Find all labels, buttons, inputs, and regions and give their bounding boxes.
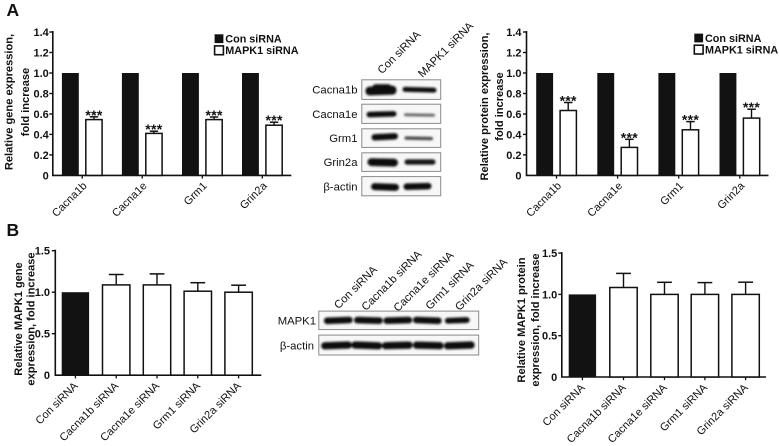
- svg-text:1.0: 1.0: [542, 289, 557, 301]
- svg-text:B: B: [7, 220, 20, 240]
- svg-text:***: ***: [621, 129, 638, 145]
- svg-text:0.4: 0.4: [506, 129, 522, 141]
- svg-text:***: ***: [265, 112, 282, 128]
- svg-text:Cacna1e: Cacna1e: [312, 109, 357, 121]
- svg-text:1.4: 1.4: [34, 27, 50, 39]
- svg-text:1.5: 1.5: [35, 246, 50, 258]
- svg-text:***: ***: [145, 121, 162, 137]
- svg-text:***: ***: [560, 93, 577, 109]
- svg-text:***: ***: [85, 107, 102, 123]
- svg-text:1.0: 1.0: [506, 68, 521, 80]
- svg-text:0.2: 0.2: [506, 150, 521, 162]
- svg-text:β-actin: β-actin: [280, 341, 314, 353]
- svg-text:1.2: 1.2: [506, 47, 521, 59]
- svg-text:Con siRNA: Con siRNA: [705, 33, 762, 45]
- svg-text:0.5: 0.5: [542, 331, 557, 343]
- svg-text:A: A: [7, 0, 20, 20]
- svg-text:1.4: 1.4: [506, 27, 522, 39]
- svg-text:Grin2a: Grin2a: [324, 157, 359, 169]
- svg-text:Relative protein expression,: Relative protein expression,: [479, 33, 491, 181]
- svg-text:***: ***: [743, 99, 760, 115]
- svg-text:β-actin: β-actin: [323, 181, 357, 193]
- svg-text:1.2: 1.2: [34, 47, 49, 59]
- svg-text:Relative gene expression,: Relative gene expression,: [3, 34, 15, 170]
- svg-text:0: 0: [44, 370, 50, 382]
- svg-text:0.6: 0.6: [34, 109, 49, 121]
- svg-text:expression, fold increase: expression, fold increase: [25, 252, 37, 385]
- svg-text:***: ***: [205, 107, 222, 123]
- svg-text:MAPK1: MAPK1: [278, 316, 316, 328]
- svg-text:Relative MAPK1 protein: Relative MAPK1 protein: [516, 257, 528, 382]
- svg-text:Cacna1b: Cacna1b: [312, 85, 357, 97]
- svg-text:1.0: 1.0: [35, 287, 50, 299]
- svg-text:0.6: 0.6: [506, 109, 521, 121]
- svg-text:fold increase: fold increase: [494, 72, 506, 140]
- svg-text:0: 0: [551, 372, 557, 384]
- svg-text:0.8: 0.8: [34, 88, 49, 100]
- svg-text:***: ***: [682, 112, 699, 128]
- svg-text:1.5: 1.5: [542, 248, 557, 260]
- svg-text:0.5: 0.5: [35, 329, 50, 341]
- svg-text:Grm1: Grm1: [329, 133, 357, 145]
- svg-text:MAPK1 siRNA: MAPK1 siRNA: [225, 45, 298, 57]
- svg-text:Con siRNA: Con siRNA: [225, 34, 282, 46]
- svg-text:0.8: 0.8: [506, 88, 521, 100]
- svg-text:0.2: 0.2: [34, 150, 49, 162]
- svg-text:0: 0: [515, 170, 521, 182]
- svg-text:fold increase: fold increase: [20, 68, 32, 136]
- svg-text:expression, fold increase: expression, fold increase: [530, 253, 542, 386]
- svg-text:0.4: 0.4: [34, 129, 50, 141]
- svg-text:MAPK1 siRNA: MAPK1 siRNA: [705, 44, 778, 56]
- svg-text:Relative MAPK1 gene: Relative MAPK1 gene: [13, 262, 25, 375]
- svg-text:1.0: 1.0: [34, 68, 49, 80]
- svg-text:0: 0: [43, 170, 49, 182]
